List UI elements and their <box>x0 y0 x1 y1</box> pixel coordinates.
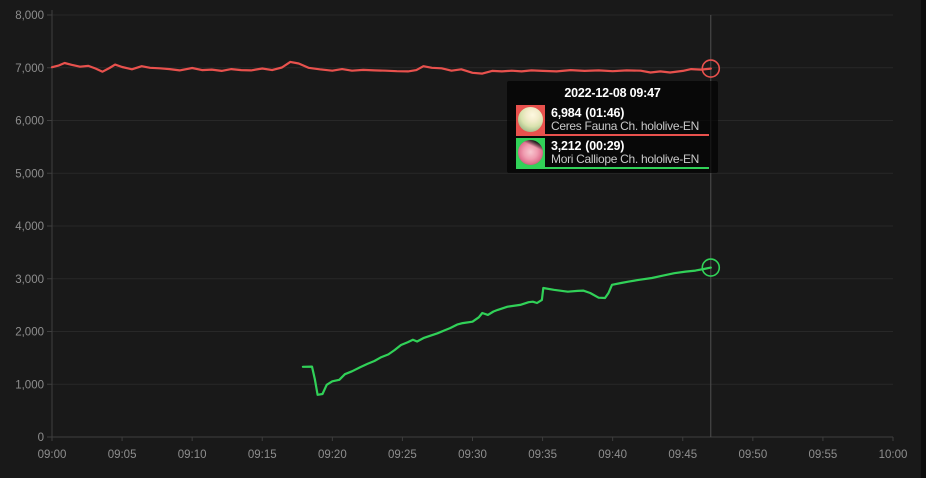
x-axis-label: 09:10 <box>178 449 207 461</box>
viewer-count-line: 3,212 (00:29) <box>551 139 709 153</box>
x-axis-label: 09:00 <box>38 449 67 461</box>
current-point-marker-ceres-fauna-ch-hololive-en <box>701 59 721 78</box>
avatar-frame-ceres-fauna <box>516 105 545 134</box>
avatar-frame-mori-calliope <box>516 138 545 167</box>
viewer-count: 3,212 <box>551 139 582 153</box>
elapsed-time: (01:46) <box>585 106 625 120</box>
series-line-mori-calliope-ch-hololive-en <box>301 266 712 396</box>
elapsed-time: (00:29) <box>585 139 625 153</box>
x-axis-label: 09:45 <box>668 449 697 461</box>
viewer-count: 6,984 <box>551 106 582 120</box>
y-axis-label: 8,000 <box>15 10 44 22</box>
x-axis-label: 09:50 <box>738 449 767 461</box>
channel-name: Mori Calliope Ch. hololive-EN <box>551 152 700 166</box>
y-axis-label: 1,000 <box>15 379 44 391</box>
tooltip-texts: 3,212 (00:29) Mori Calliope Ch. hololive-… <box>551 138 709 166</box>
y-axis-label: 4,000 <box>15 221 44 233</box>
series-line-ceres-fauna-ch-hololive-en <box>50 60 712 75</box>
tooltip-texts: 6,984 (01:46) Ceres Fauna Ch. hololive-EN <box>551 105 709 133</box>
x-axis-label: 09:40 <box>598 449 627 461</box>
y-axis-label: 6,000 <box>15 116 44 128</box>
right-edge-strip <box>921 0 926 478</box>
y-axis-label: 7,000 <box>15 63 44 75</box>
tooltip-row-ceres-fauna: 6,984 (01:46) Ceres Fauna Ch. hololive-EN <box>516 105 709 136</box>
viewer-count-line: 6,984 (01:46) <box>551 106 709 120</box>
current-point-marker-mori-calliope-ch-hololive-en <box>701 258 721 277</box>
y-axis-label: 0 <box>38 432 44 444</box>
y-axis-label: 3,000 <box>15 274 44 286</box>
x-axis-label: 09:15 <box>248 449 277 461</box>
x-axis-label: 09:25 <box>388 449 417 461</box>
ceres-fauna-avatar <box>516 105 545 134</box>
mori-calliope-avatar <box>516 138 545 167</box>
tooltip-row-mori-calliope: 3,212 (00:29) Mori Calliope Ch. hololive-… <box>516 138 709 169</box>
y-axis-label: 5,000 <box>15 168 44 180</box>
x-axis-label: 09:55 <box>809 449 838 461</box>
x-axis-label: 09:30 <box>458 449 487 461</box>
tooltip-timestamp: 2022-12-08 09:47 <box>564 86 661 100</box>
chart-tooltip: 2022-12-08 09:47 6,984 (01:46) Ceres Faun… <box>507 81 718 173</box>
x-axis-label: 09:05 <box>108 449 137 461</box>
x-axis-label: 09:20 <box>318 449 347 461</box>
x-axis-label: 10:00 <box>879 449 908 461</box>
y-axis-label: 2,000 <box>15 327 44 339</box>
channel-name: Ceres Fauna Ch. hololive-EN <box>551 119 699 133</box>
x-axis-label: 09:35 <box>528 449 557 461</box>
